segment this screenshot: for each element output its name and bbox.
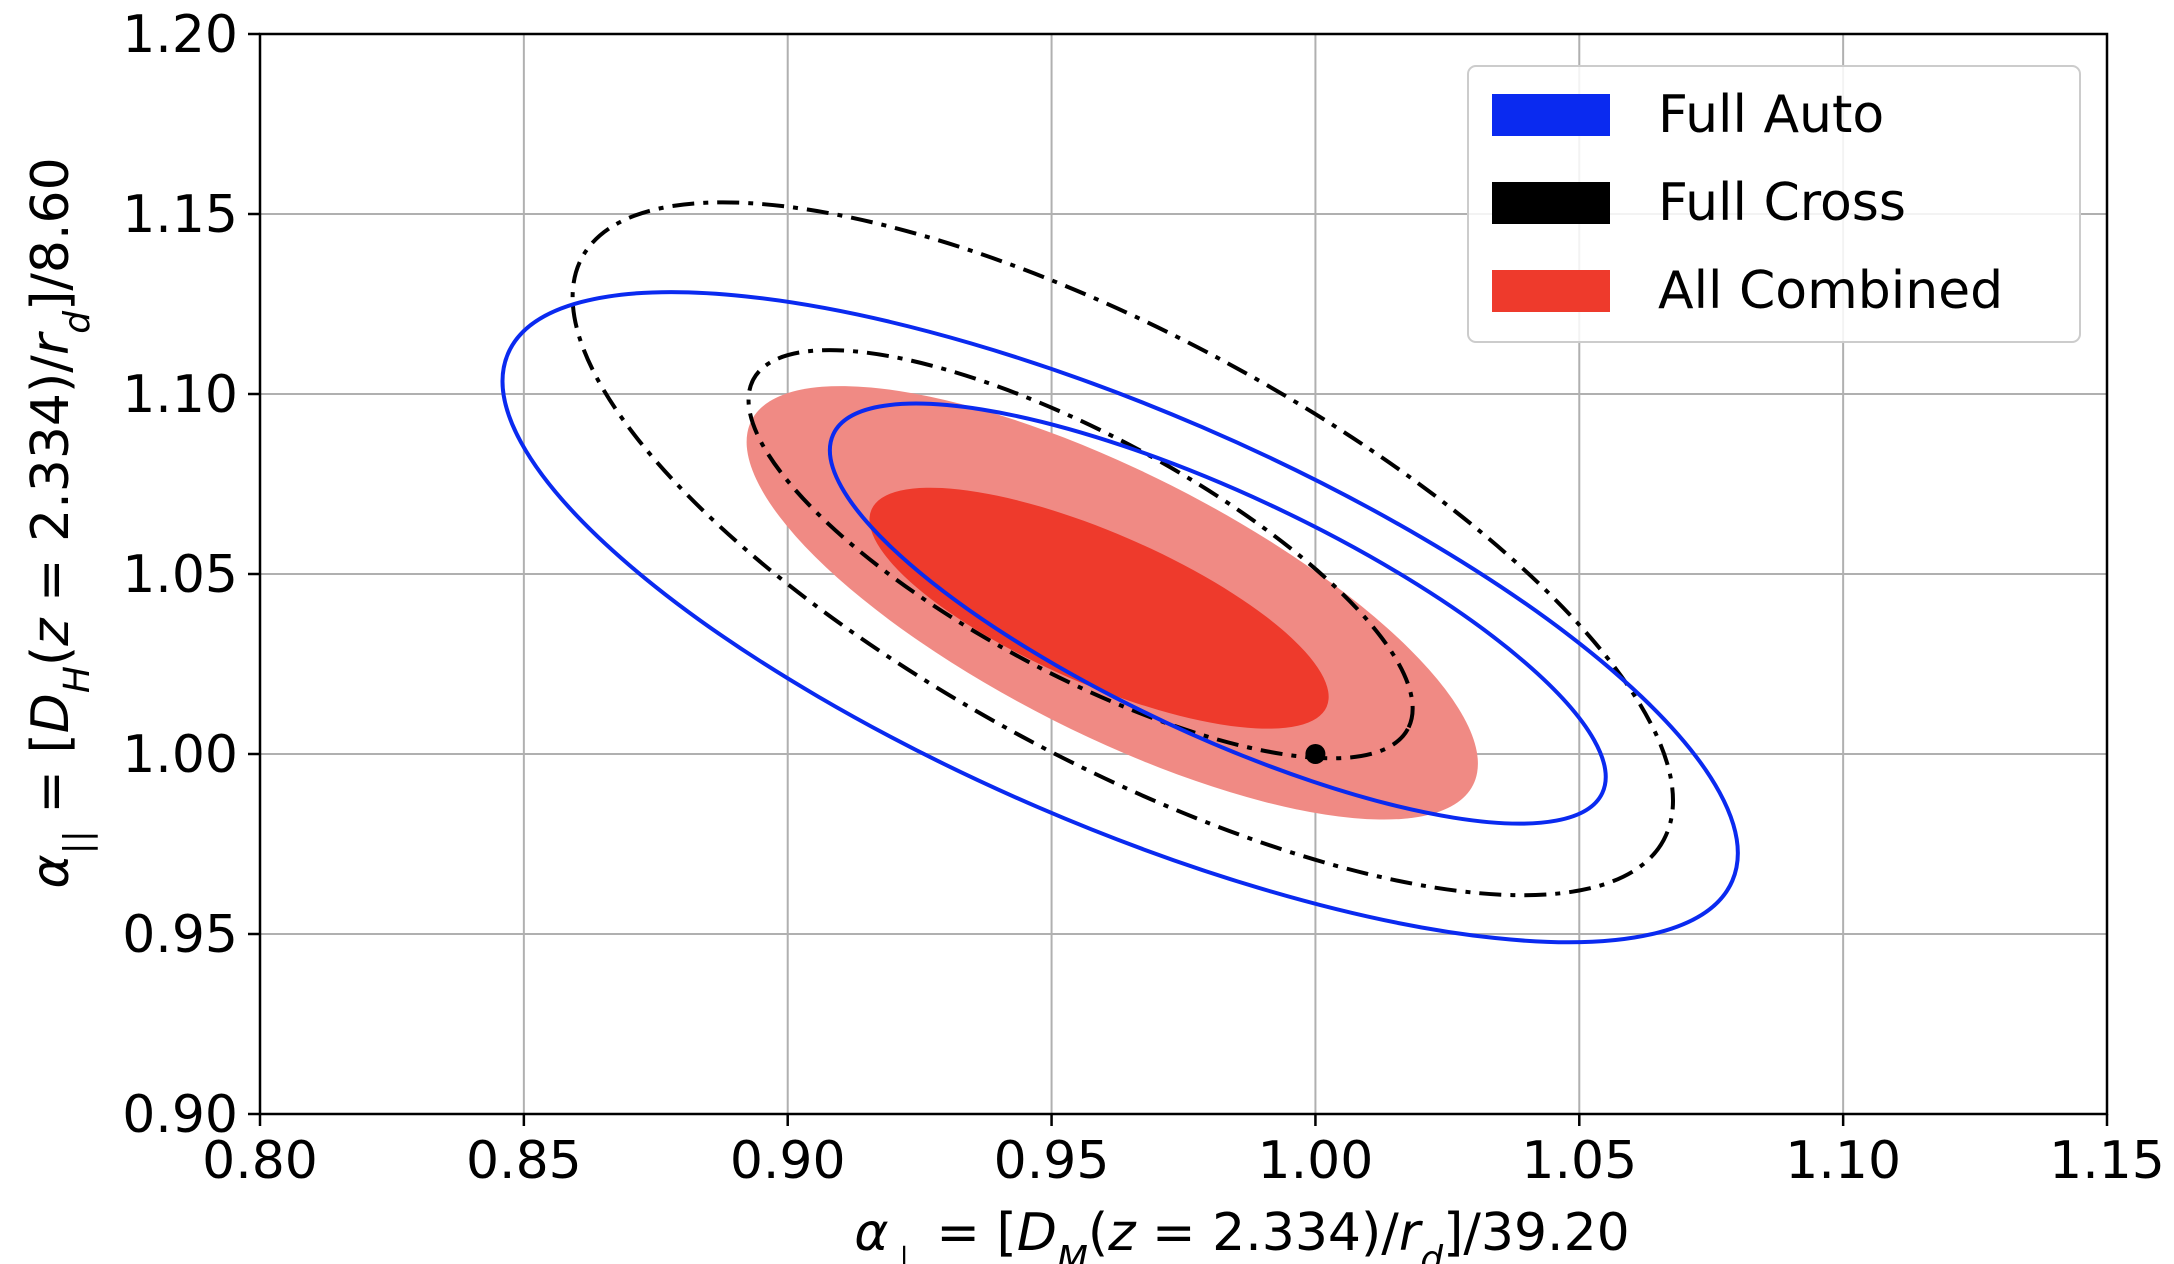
x-tick-label: 1.00 <box>1258 1131 1374 1191</box>
x-tick-label: 1.05 <box>1521 1131 1637 1191</box>
tick-layer: 0.80 0.85 0.90 0.95 1.00 1.05 1.10 1.15 0.90 0.95… <box>122 5 2165 1191</box>
legend-label-all-combined: All Combined <box>1658 261 2003 321</box>
y-tick-label: 0.90 <box>122 1085 238 1145</box>
y-axis-label: α|| = [DH(z = 2.334)/rd]/8.60 <box>21 157 98 888</box>
x-tick-label: 1.15 <box>2049 1131 2165 1191</box>
y-tick-label: 1.10 <box>122 365 238 425</box>
full-auto-contour-inner <box>827 401 1608 826</box>
y-tick-label: 1.05 <box>122 545 238 605</box>
legend-swatch-all-combined <box>1492 270 1610 312</box>
legend-label-full-cross: Full Cross <box>1658 173 1906 233</box>
x-tick-label: 0.80 <box>202 1131 318 1191</box>
all-combined-contour-inner <box>869 487 1329 729</box>
fiducial-point <box>1305 744 1326 764</box>
x-tick-label: 1.10 <box>1785 1131 1901 1191</box>
contour-layer <box>500 200 1740 945</box>
legend-swatch-full-cross <box>1492 182 1610 224</box>
y-tick-label: 1.00 <box>122 725 238 785</box>
point-layer <box>1305 744 1326 764</box>
legend-label-full-auto: Full Auto <box>1658 85 1884 145</box>
x-axis-label: α⊥ = [DM(z = 2.334)/rd]/39.20 <box>854 1203 1630 1264</box>
legend: Full Auto Full Cross All Combined <box>1467 65 2081 343</box>
y-tick-label: 1.15 <box>122 185 238 245</box>
x-tick-label: 0.95 <box>994 1131 1110 1191</box>
x-tick-label: 0.90 <box>730 1131 846 1191</box>
legend-box <box>1467 65 2081 343</box>
y-tick-label: 1.20 <box>122 5 238 65</box>
full-cross-contour-outer <box>570 200 1676 898</box>
full-auto-contour-outer <box>500 290 1740 945</box>
y-tick-label: 0.95 <box>122 905 238 965</box>
x-tick-label: 0.85 <box>466 1131 582 1191</box>
legend-swatch-full-auto <box>1492 94 1610 136</box>
